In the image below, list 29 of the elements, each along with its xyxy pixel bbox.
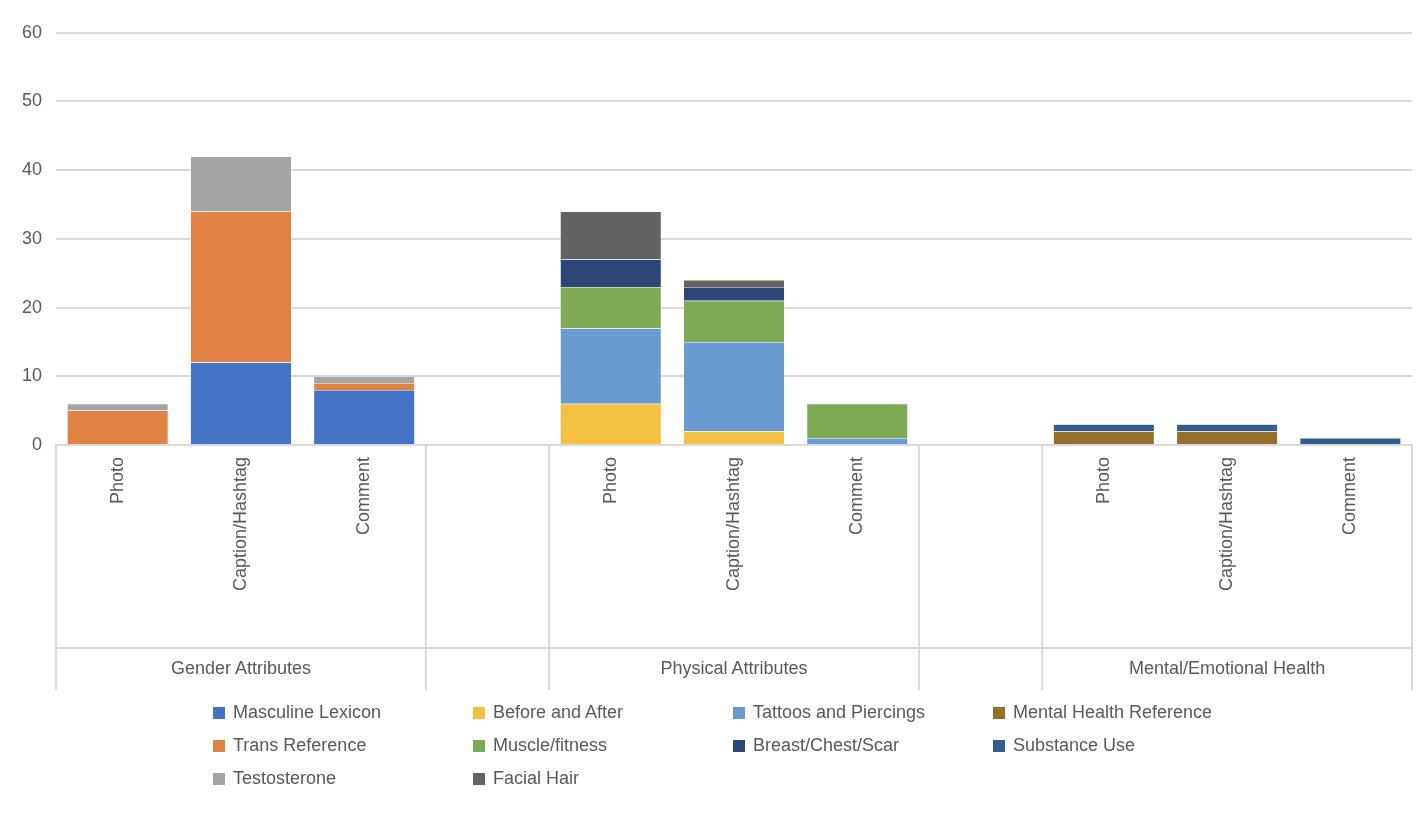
- legend-label: Facial Hair: [493, 768, 580, 789]
- x-tick-label: Caption/Hashtag: [1216, 456, 1237, 592]
- y-tick-label: 0: [32, 433, 43, 454]
- x-tick-label: Comment: [1339, 456, 1360, 535]
- text: Mental/Emotional Health: [1129, 657, 1326, 678]
- legend-label: Muscle/fitness: [493, 735, 608, 756]
- x-tick-label: Photo: [599, 456, 620, 504]
- legend-label: Trans Reference: [233, 735, 367, 756]
- legend-label: Breast/Chest/Scar: [753, 735, 900, 756]
- legend-label: Tattoos and Piercings: [753, 702, 926, 723]
- y-tick-label: 30: [21, 227, 43, 248]
- legend-label: Substance Use: [1013, 735, 1136, 756]
- x-tick-label: Caption/Hashtag: [229, 456, 250, 592]
- x-tick-label: Comment: [353, 456, 374, 535]
- legend-label: Masculine Lexicon: [233, 702, 382, 723]
- legend-label: Mental Health Reference: [1013, 702, 1213, 723]
- text: Gender Attributes: [170, 657, 311, 678]
- legend-label: Testosterone: [233, 768, 337, 789]
- y-tick-label: 20: [21, 296, 43, 317]
- x-tick-label: Caption/Hashtag: [722, 456, 743, 592]
- y-tick-label: 60: [21, 21, 43, 42]
- legend-label: Before and After: [493, 702, 624, 723]
- y-tick-label: 40: [21, 159, 43, 180]
- y-tick-label: 10: [21, 365, 43, 386]
- y-tick-label: 50: [21, 90, 43, 111]
- x-tick-label: Photo: [106, 456, 127, 504]
- x-tick-label: Comment: [846, 456, 867, 535]
- x-tick-label: Photo: [1092, 456, 1113, 504]
- text: Physical Attributes: [660, 657, 808, 678]
